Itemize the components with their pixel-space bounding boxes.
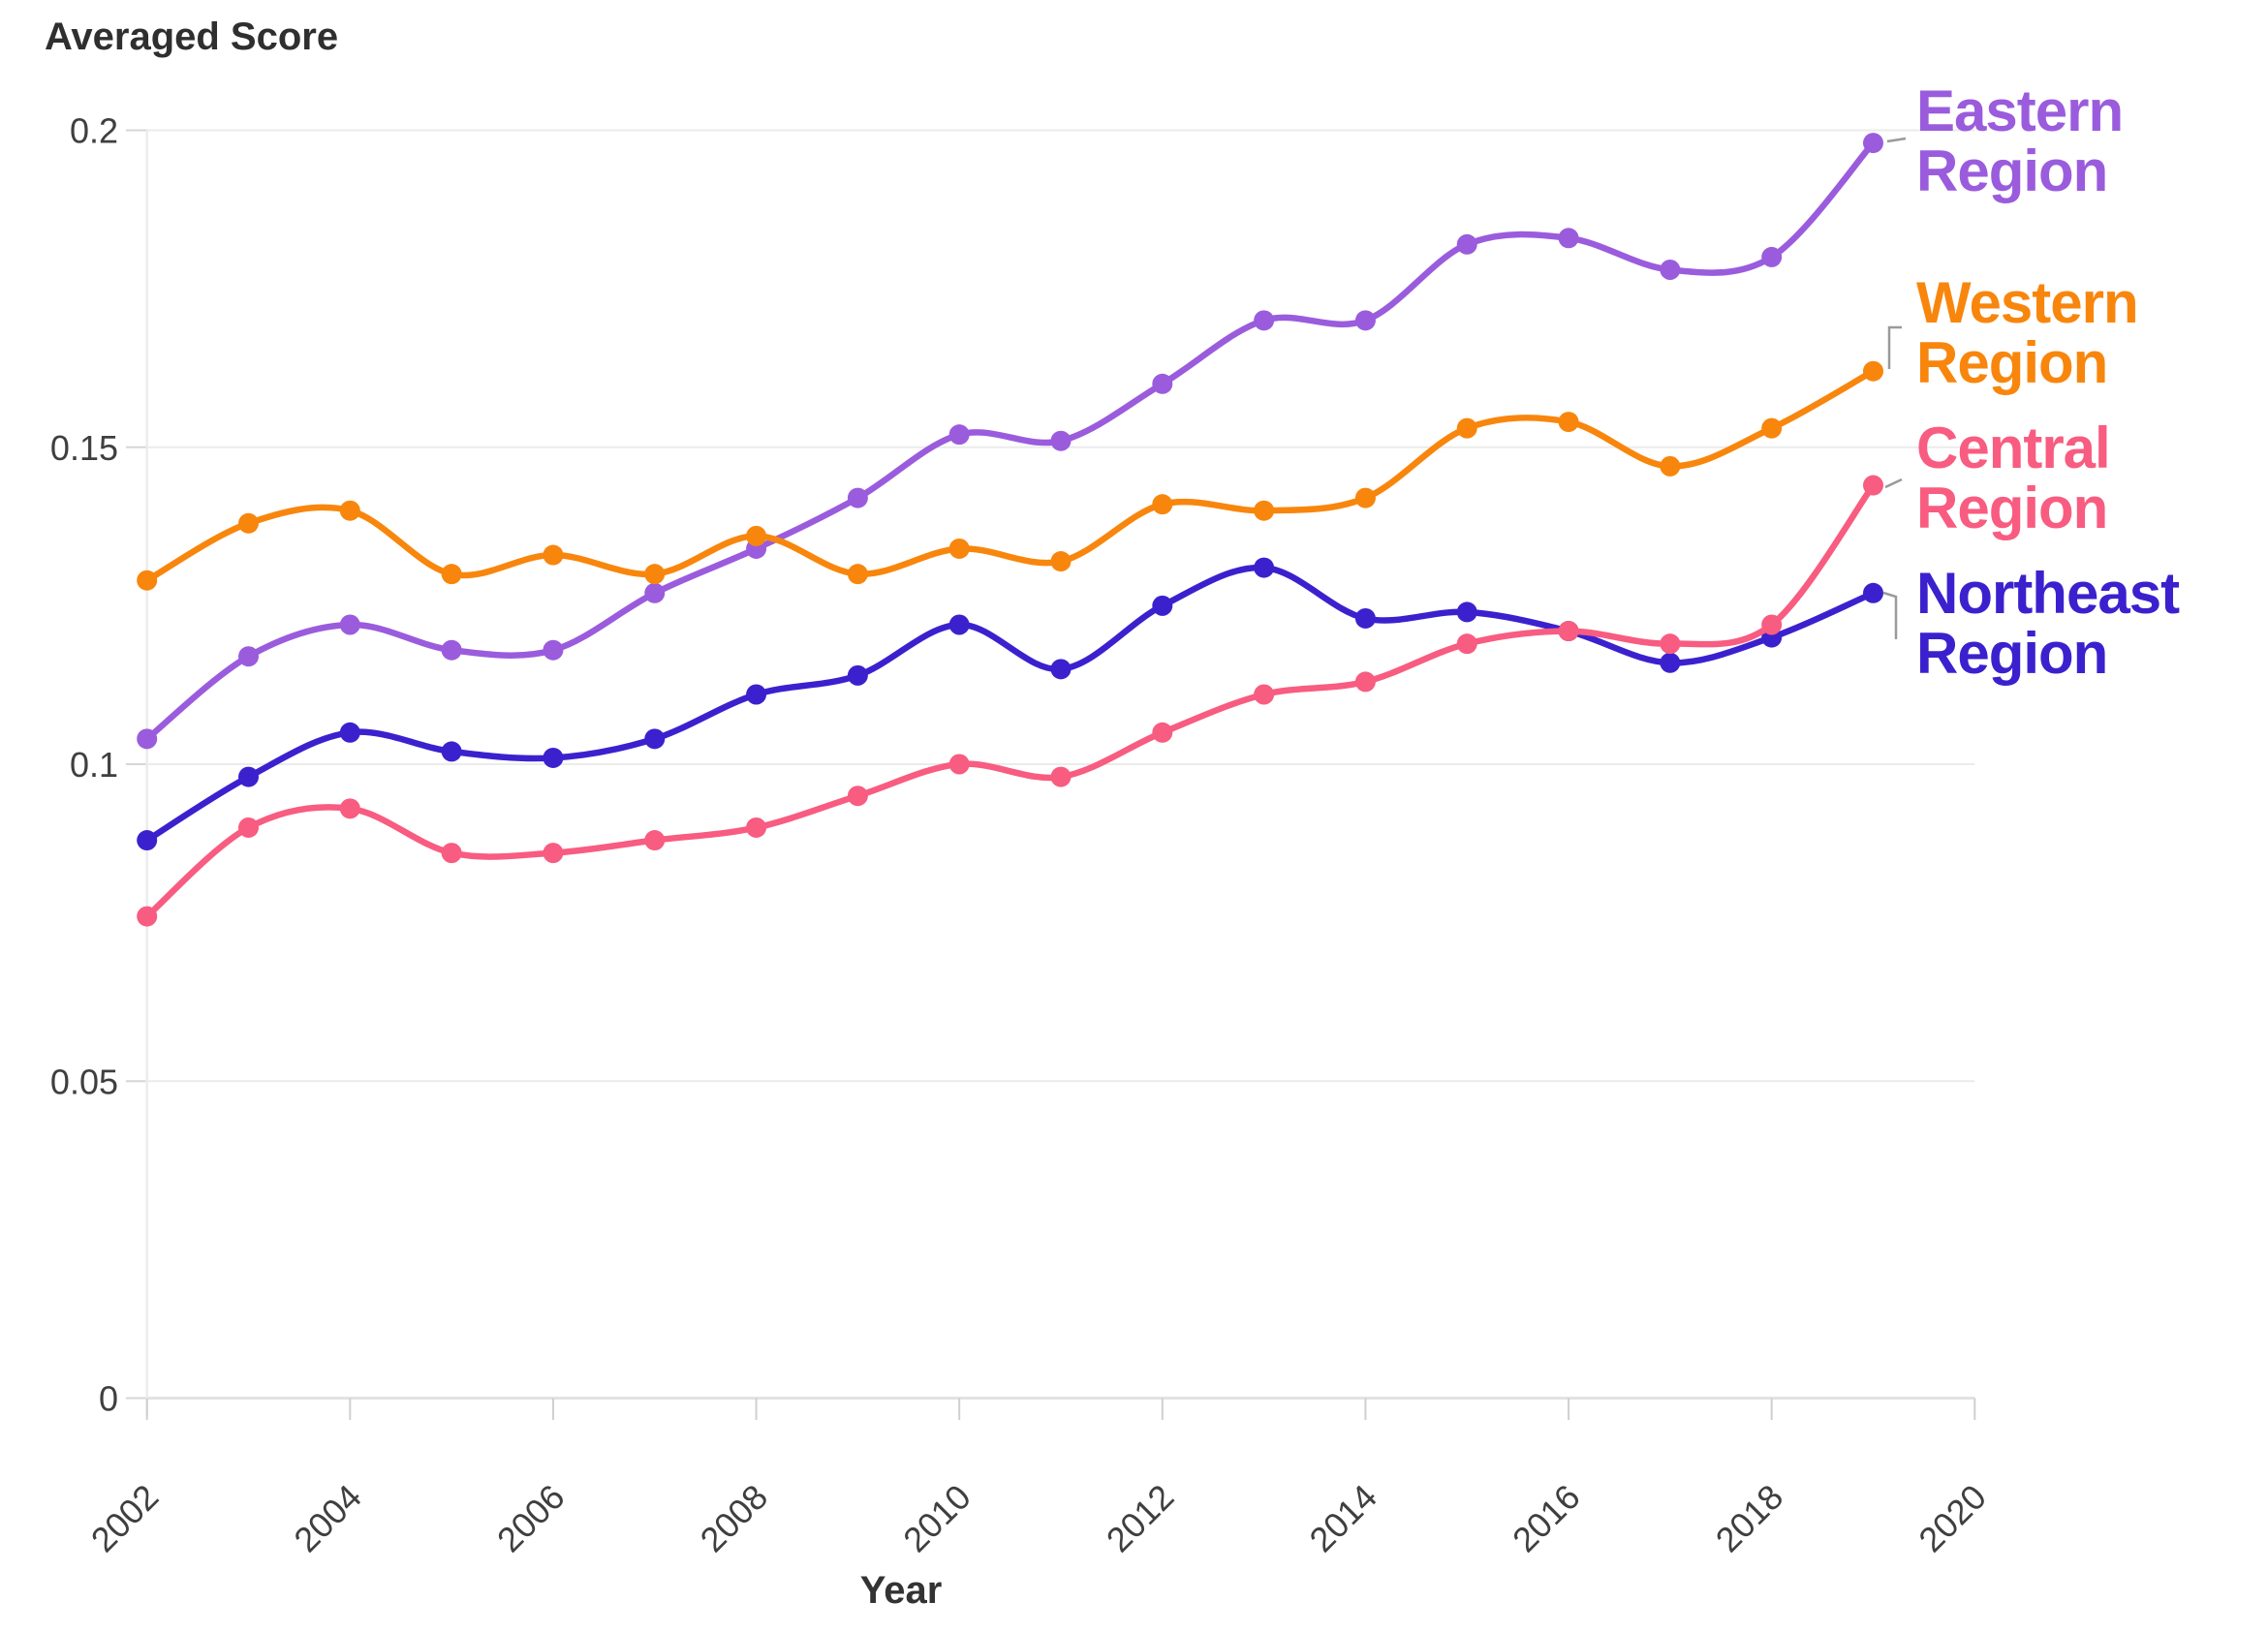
legend-label-eastern-region: Eastern Region bbox=[1916, 78, 2124, 203]
legend-connector-western bbox=[1887, 325, 1902, 369]
legend-connector-central bbox=[1884, 478, 1903, 489]
point-western-region-2011[interactable] bbox=[1050, 551, 1072, 572]
line-western-region bbox=[143, 367, 1877, 584]
point-eastern-region-2014[interactable] bbox=[1354, 310, 1376, 331]
point-northeast-region-2007[interactable] bbox=[644, 728, 666, 750]
point-central-region-2015[interactable] bbox=[1456, 633, 1477, 655]
x-tick-label: 2002 bbox=[83, 1477, 167, 1560]
point-northeast-region-2008[interactable] bbox=[746, 684, 767, 705]
point-northeast-region-2005[interactable] bbox=[441, 741, 462, 762]
point-northeast-region-2006[interactable] bbox=[543, 747, 564, 768]
x-tick-label: 2018 bbox=[1708, 1477, 1791, 1560]
x-tick-label: 2016 bbox=[1505, 1477, 1588, 1560]
point-northeast-region-2009[interactable] bbox=[847, 664, 868, 686]
point-central-region-2014[interactable] bbox=[1354, 671, 1376, 693]
line-central-region bbox=[143, 481, 1877, 920]
point-western-region-2003[interactable] bbox=[238, 512, 260, 534]
point-central-region-2016[interactable] bbox=[1558, 621, 1579, 642]
point-central-region-2006[interactable] bbox=[543, 843, 564, 864]
point-western-region-2018[interactable] bbox=[1761, 417, 1783, 439]
point-eastern-region-2013[interactable] bbox=[1254, 310, 1275, 331]
point-central-region-2002[interactable] bbox=[137, 906, 158, 927]
point-western-region-2015[interactable] bbox=[1456, 417, 1477, 439]
point-eastern-region-2017[interactable] bbox=[1660, 259, 1681, 280]
legend-label-western-region: Western Region bbox=[1916, 270, 2139, 395]
point-northeast-region-2003[interactable] bbox=[238, 766, 260, 787]
point-western-region-2013[interactable] bbox=[1254, 500, 1275, 521]
x-tick-label: 2004 bbox=[286, 1477, 369, 1560]
x-tick-label: 2020 bbox=[1911, 1477, 1994, 1560]
point-northeast-region-2004[interactable] bbox=[339, 722, 360, 743]
point-western-region-2004[interactable] bbox=[339, 500, 360, 521]
y-tick-label: 0.1 bbox=[70, 745, 118, 785]
point-central-region-2018[interactable] bbox=[1761, 614, 1783, 635]
point-central-region-2009[interactable] bbox=[847, 786, 868, 807]
point-eastern-region-2019[interactable] bbox=[1862, 133, 1883, 154]
point-eastern-region-2009[interactable] bbox=[847, 487, 868, 508]
chart-title: Averaged Score bbox=[45, 15, 339, 58]
x-tick-label: 2008 bbox=[693, 1477, 776, 1560]
point-eastern-region-2003[interactable] bbox=[238, 646, 260, 667]
point-eastern-region-2016[interactable] bbox=[1558, 228, 1579, 249]
point-northeast-region-2014[interactable] bbox=[1354, 607, 1376, 629]
point-eastern-region-2007[interactable] bbox=[644, 582, 666, 603]
point-central-region-2017[interactable] bbox=[1660, 633, 1681, 655]
point-eastern-region-2012[interactable] bbox=[1152, 373, 1173, 394]
point-eastern-region-2004[interactable] bbox=[339, 614, 360, 635]
y-tick-label: 0.2 bbox=[70, 111, 118, 151]
point-western-region-2017[interactable] bbox=[1660, 455, 1681, 477]
y-tick-label: 0 bbox=[99, 1379, 118, 1419]
point-northeast-region-2002[interactable] bbox=[137, 830, 158, 851]
point-western-region-2008[interactable] bbox=[746, 525, 767, 546]
x-tick-label: 2012 bbox=[1099, 1477, 1182, 1560]
point-central-region-2013[interactable] bbox=[1254, 684, 1275, 705]
point-central-region-2010[interactable] bbox=[948, 754, 970, 775]
point-central-region-2007[interactable] bbox=[644, 830, 666, 851]
point-northeast-region-2019[interactable] bbox=[1862, 582, 1883, 603]
point-western-region-2012[interactable] bbox=[1152, 494, 1173, 515]
point-western-region-2014[interactable] bbox=[1354, 487, 1376, 508]
point-central-region-2005[interactable] bbox=[441, 843, 462, 864]
point-central-region-2012[interactable] bbox=[1152, 722, 1173, 743]
legend-connector-eastern bbox=[1886, 137, 1907, 143]
legend-connector-northeast bbox=[1882, 591, 1898, 639]
point-western-region-2002[interactable] bbox=[137, 570, 158, 591]
point-northeast-region-2013[interactable] bbox=[1254, 557, 1275, 578]
point-eastern-region-2011[interactable] bbox=[1050, 430, 1072, 451]
point-eastern-region-2006[interactable] bbox=[543, 639, 564, 661]
point-central-region-2003[interactable] bbox=[238, 816, 260, 838]
point-central-region-2008[interactable] bbox=[746, 816, 767, 838]
x-tick-label: 2010 bbox=[895, 1477, 979, 1560]
point-western-region-2005[interactable] bbox=[441, 564, 462, 585]
point-central-region-2004[interactable] bbox=[339, 798, 360, 819]
legend-label-northeast-region: Northeast Region bbox=[1916, 561, 2180, 686]
point-eastern-region-2010[interactable] bbox=[948, 424, 970, 446]
point-western-region-2007[interactable] bbox=[644, 564, 666, 585]
point-western-region-2010[interactable] bbox=[948, 538, 970, 559]
point-eastern-region-2015[interactable] bbox=[1456, 233, 1477, 255]
point-eastern-region-2002[interactable] bbox=[137, 728, 158, 750]
point-eastern-region-2018[interactable] bbox=[1761, 246, 1783, 267]
x-axis-title: Year bbox=[859, 1569, 943, 1612]
point-eastern-region-2005[interactable] bbox=[441, 639, 462, 661]
point-northeast-region-2012[interactable] bbox=[1152, 595, 1173, 616]
point-western-region-2016[interactable] bbox=[1558, 412, 1579, 433]
point-northeast-region-2010[interactable] bbox=[948, 614, 970, 635]
point-western-region-2006[interactable] bbox=[543, 544, 564, 566]
y-tick-label: 0.15 bbox=[50, 428, 118, 468]
point-northeast-region-2017[interactable] bbox=[1660, 652, 1681, 673]
point-central-region-2019[interactable] bbox=[1862, 475, 1883, 496]
x-tick-label: 2006 bbox=[489, 1477, 573, 1560]
point-northeast-region-2015[interactable] bbox=[1456, 601, 1477, 623]
point-central-region-2011[interactable] bbox=[1050, 766, 1072, 787]
x-tick-label: 2014 bbox=[1301, 1477, 1384, 1560]
line-northeast-region bbox=[143, 564, 1877, 844]
point-western-region-2019[interactable] bbox=[1862, 360, 1883, 382]
y-tick-label: 0.05 bbox=[50, 1062, 118, 1101]
legend-label-central-region: Central Region bbox=[1916, 416, 2111, 540]
point-northeast-region-2011[interactable] bbox=[1050, 659, 1072, 680]
point-western-region-2009[interactable] bbox=[847, 564, 868, 585]
